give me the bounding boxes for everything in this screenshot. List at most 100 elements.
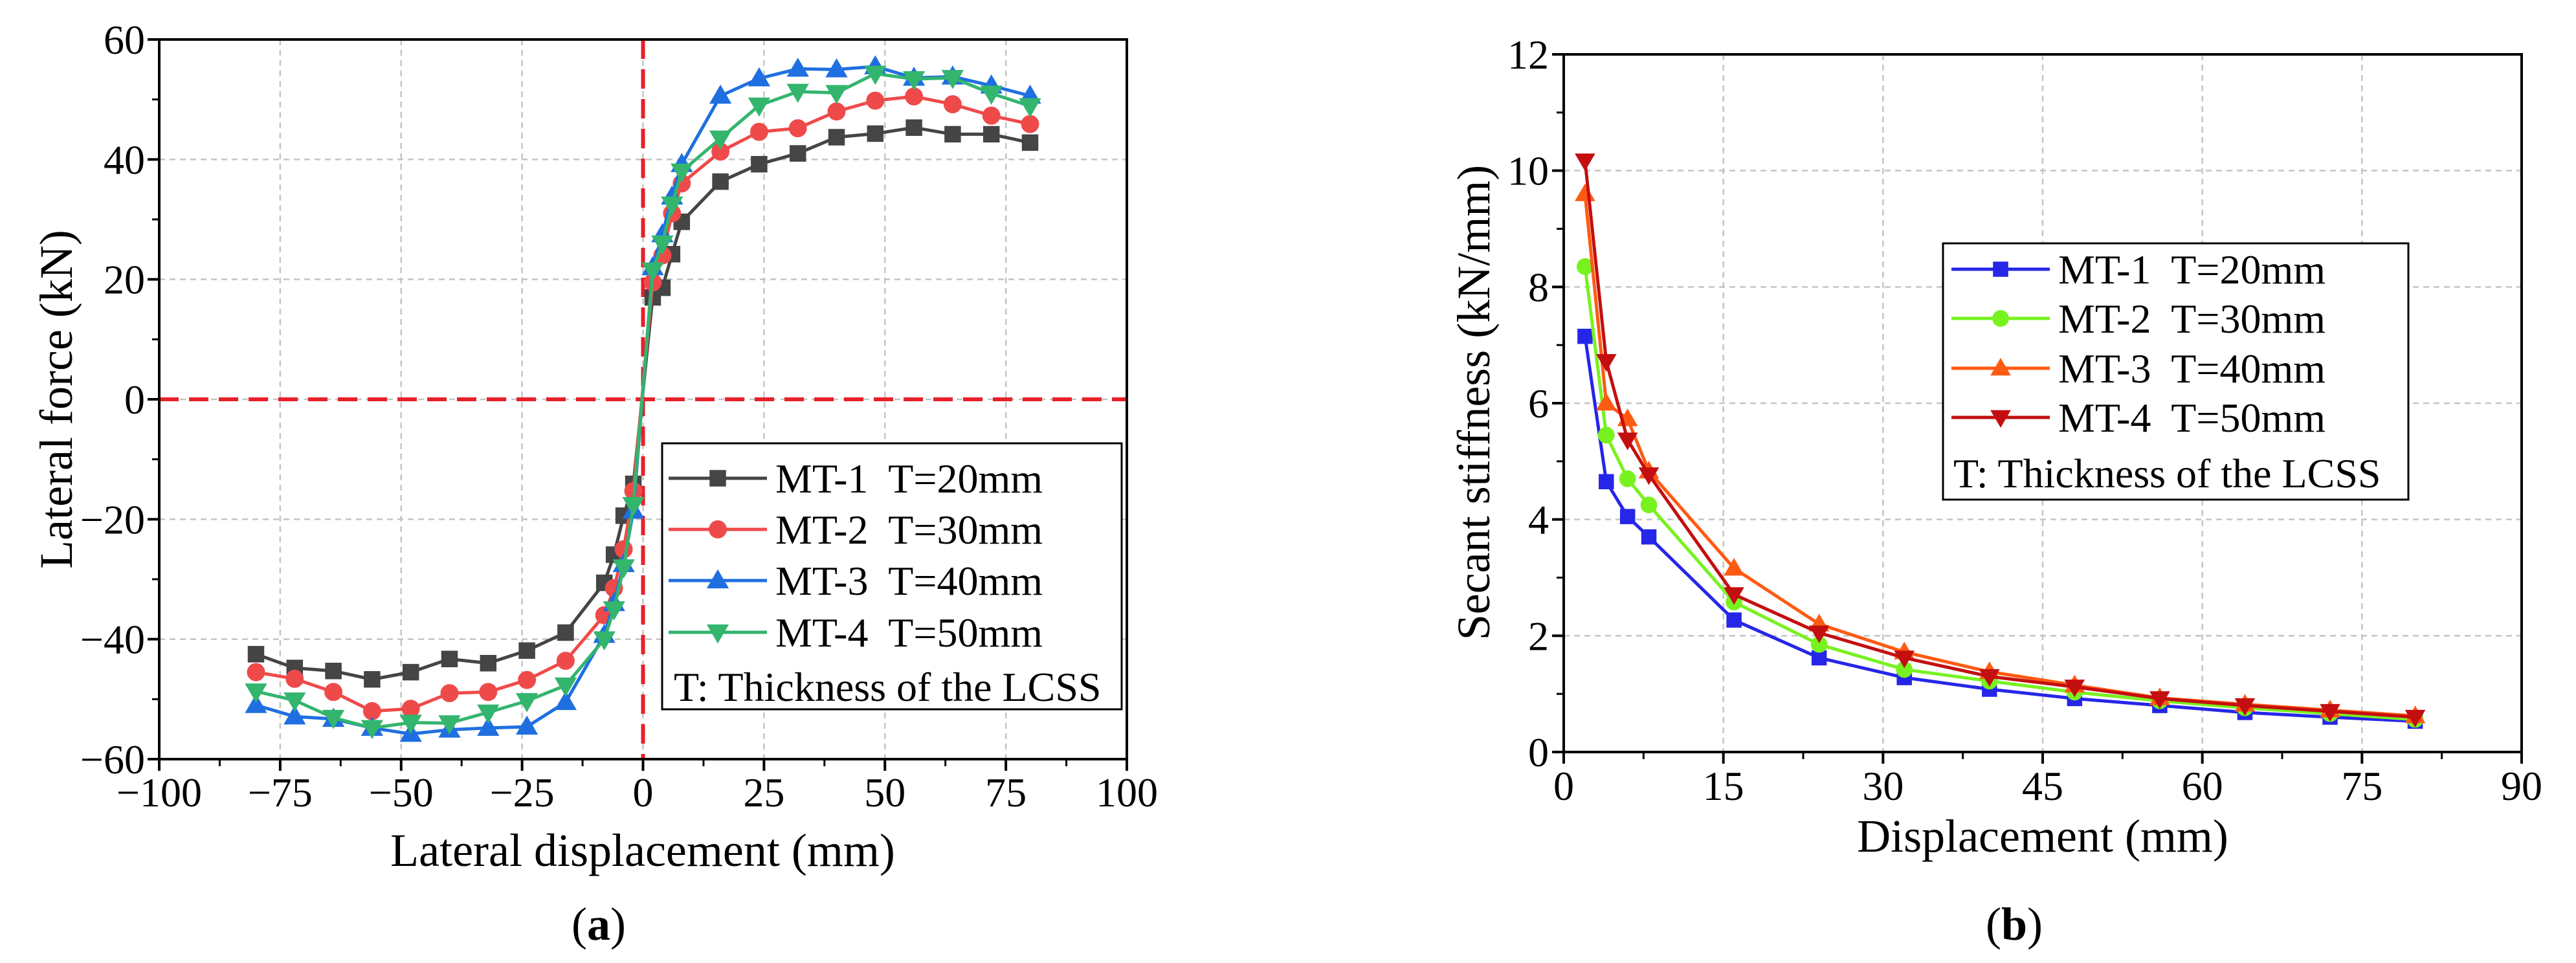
y-tick-label: 20 bbox=[104, 257, 145, 303]
x-axis-label: Displacement (mm) bbox=[1857, 810, 2228, 862]
series-mt-2-point bbox=[982, 106, 1001, 125]
x-tick-label: 0 bbox=[633, 769, 654, 815]
panel-caption-letter: a bbox=[587, 898, 610, 950]
series-mt-3-point bbox=[477, 716, 500, 736]
series-mt-4-point bbox=[1638, 467, 1660, 485]
series-mt-4-point bbox=[515, 692, 539, 713]
x-tick-label: 0 bbox=[1553, 763, 1574, 809]
series-mt-4-point bbox=[941, 70, 964, 89]
legend-box bbox=[661, 442, 1123, 711]
legend-mt-1-label: MT-1 T=20mm bbox=[775, 456, 1043, 502]
series-mt-1-point bbox=[828, 129, 845, 146]
series-mt-1-point bbox=[712, 173, 729, 190]
series-mt-4-point bbox=[477, 704, 500, 724]
series-mt-3-point bbox=[515, 715, 539, 735]
series-mt-1-point bbox=[441, 650, 458, 667]
series-mt-4-point bbox=[245, 683, 267, 703]
y-axis-label: Lateral force (kN) bbox=[30, 230, 82, 569]
series-mt-1-point bbox=[557, 624, 574, 641]
series-mt-2-point bbox=[285, 669, 304, 688]
series-mt-4-point bbox=[2320, 703, 2340, 722]
series-mt-4-point bbox=[593, 631, 616, 650]
series-mt-1-point bbox=[1726, 612, 1742, 628]
series-mt-1-point bbox=[1577, 328, 1593, 344]
legend-mt-3-label: MT-3 T=40mm bbox=[2058, 346, 2326, 392]
series-mt-1-point bbox=[1599, 474, 1614, 490]
series-mt-4-point bbox=[661, 196, 683, 216]
y-tick-label: −20 bbox=[80, 496, 145, 542]
series-mt-2-point bbox=[788, 119, 807, 138]
panel-caption-open-paren: ( bbox=[1986, 898, 2001, 950]
legend-mt-2-marker bbox=[709, 520, 727, 538]
x-tick-label: −25 bbox=[490, 769, 555, 815]
series-mt-1-point bbox=[518, 642, 535, 659]
y-tick-label: 8 bbox=[1528, 264, 1549, 310]
series-mt-4-point bbox=[2064, 680, 2085, 698]
series-mt-4-point bbox=[825, 85, 848, 104]
x-tick-label: 15 bbox=[1703, 763, 1744, 809]
y-tick-label: 60 bbox=[104, 17, 145, 63]
series-mt-3-point bbox=[748, 67, 771, 87]
series-mt-4-point bbox=[399, 714, 422, 734]
series-mt-4-point bbox=[622, 496, 645, 516]
chart-b-secant-stiffness: 0 15 30 45 60 75 90 0 2 4 6 8 10 12 Displacement (mm) S… bbox=[1448, 32, 2542, 950]
panel-caption: (a) bbox=[572, 898, 626, 950]
series-mt-4-point bbox=[786, 83, 809, 103]
series-mt-4-point bbox=[612, 559, 635, 579]
series-mt-2-point bbox=[518, 670, 537, 689]
series-mt-4-point bbox=[864, 65, 887, 85]
legend-mt-3-label: MT-3 T=40mm bbox=[775, 558, 1043, 604]
x-tick-label: 45 bbox=[2022, 763, 2063, 809]
panel-caption: (b) bbox=[1986, 898, 2043, 950]
series-mt-3-point bbox=[825, 58, 848, 78]
series-mt-2-point bbox=[905, 87, 924, 105]
series-mt-2-point bbox=[1619, 470, 1636, 487]
x-tick-label: 90 bbox=[2501, 763, 2542, 809]
series-mt-4-point bbox=[322, 709, 345, 729]
series-mt-1-point bbox=[364, 671, 381, 688]
series-mt-1-point bbox=[1641, 529, 1657, 545]
legend-note: T: Thickness of the LCSS bbox=[674, 664, 1102, 710]
series-mt-2-point bbox=[1640, 496, 1658, 514]
series-mt-2-point bbox=[749, 122, 768, 141]
legend-mt-4-label: MT-4 T=50mm bbox=[2058, 395, 2326, 441]
legend-mt-4-marker bbox=[706, 624, 729, 644]
series-mt-2-point bbox=[440, 684, 459, 703]
y-tick-label: 10 bbox=[1507, 148, 1549, 194]
y-tick-label: 12 bbox=[1507, 32, 1549, 78]
series-mt-3-point bbox=[1724, 558, 1744, 576]
series-mt-4-point bbox=[671, 163, 693, 183]
series-mt-2-point bbox=[1021, 115, 1039, 133]
series-mt-4-point bbox=[748, 97, 771, 117]
legend-mt-1-marker bbox=[709, 470, 726, 487]
series-mt-4-point bbox=[1724, 587, 1744, 605]
panel-caption-close-paren: ) bbox=[610, 898, 626, 950]
series-mt-1-point bbox=[1811, 650, 1827, 666]
y-tick-label: 0 bbox=[124, 377, 145, 423]
series-mt-2-point bbox=[479, 683, 498, 702]
x-tick-label: 30 bbox=[1862, 763, 1904, 809]
y-tick-label: 4 bbox=[1528, 497, 1549, 543]
y-tick-label: 0 bbox=[1528, 729, 1549, 775]
series-mt-3-point bbox=[283, 705, 306, 725]
y-axis-label: Secant stiffness (kN/mm) bbox=[1448, 165, 1500, 641]
legend-mt-2-label: MT-2 T=30mm bbox=[775, 507, 1043, 553]
x-tick-label: −50 bbox=[369, 769, 434, 815]
series-mt-1-point bbox=[944, 126, 961, 143]
y-tick-label: 2 bbox=[1528, 613, 1549, 659]
panel-caption-close-paren: ) bbox=[2027, 898, 2043, 950]
series-mt-2-point bbox=[247, 663, 265, 681]
y-tick-label: −60 bbox=[80, 736, 145, 782]
series-mt-4-point bbox=[1808, 625, 1830, 643]
series-mt-3-point bbox=[554, 691, 577, 711]
series-mt-1-point bbox=[789, 145, 806, 162]
series-mt-4-point bbox=[1979, 669, 2000, 687]
series-mt-2-point bbox=[866, 91, 885, 110]
series-mt-2-point bbox=[943, 95, 962, 114]
x-tick-label: 50 bbox=[864, 769, 905, 815]
x-tick-label: 100 bbox=[1096, 769, 1158, 815]
series-mt-4-point bbox=[651, 235, 674, 255]
